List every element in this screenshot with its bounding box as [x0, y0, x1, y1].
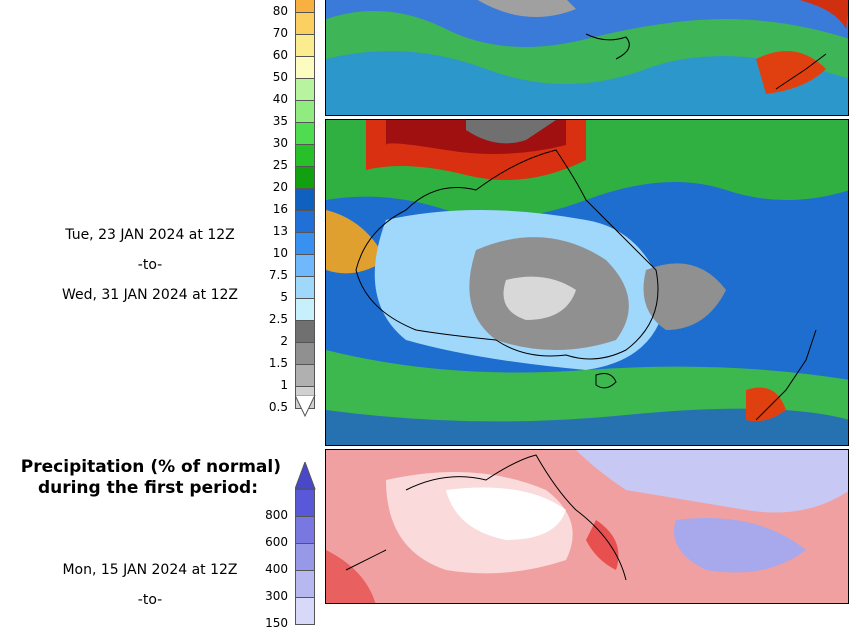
- precip-colorbar-tick-label: 1.5: [268, 356, 288, 370]
- percent-panel-title-line2: during the first period:: [37, 478, 258, 498]
- precip-colorbar-swatch: [295, 100, 315, 123]
- precip-colorbar-tick-label: 70: [272, 26, 288, 40]
- precip-colorbar-swatch: [295, 34, 315, 57]
- precip-colorbar-swatch: [295, 364, 315, 387]
- period-start-label: Tue, 23 JAN 2024 at 12Z: [65, 227, 235, 243]
- precip-colorbar-tick-label: 16: [272, 202, 288, 216]
- percent-period-start-label: Mon, 15 JAN 2024 at 12Z: [62, 562, 238, 578]
- precip-colorbar-tick-label: 0.5: [268, 400, 288, 414]
- precip-map: [325, 119, 849, 446]
- precip-colorbar-swatch: [295, 166, 315, 189]
- percent-colorbar-swatch: [295, 489, 315, 517]
- precip-colorbar-tick-label: 80: [272, 4, 288, 18]
- precip-colorbar: [295, 0, 315, 409]
- precip-colorbar-swatch: [295, 144, 315, 167]
- percent-colorbar: [295, 489, 315, 625]
- precip-colorbar-swatch: [295, 298, 315, 321]
- percent-map: [325, 449, 849, 604]
- precip-colorbar-tick-label: 2: [280, 334, 288, 348]
- precip-colorbar-tick-label: 2.5: [268, 312, 288, 326]
- period-end-label: Wed, 31 JAN 2024 at 12Z: [61, 287, 239, 303]
- percent-panel-title-line1: Precipitation (% of normal): [20, 457, 281, 477]
- colorbar-upper-arrow: [295, 462, 316, 490]
- percent-period-to-label: -to-: [137, 592, 163, 608]
- precip-colorbar-tick-label: 35: [272, 114, 288, 128]
- precip-colorbar-tick-label: 20: [272, 180, 288, 194]
- precip-colorbar-tick-label: 7.5: [268, 268, 288, 282]
- precip-colorbar-swatch: [295, 320, 315, 343]
- percent-colorbar-tick-label: 400: [265, 562, 288, 576]
- precip-colorbar-swatch: [295, 78, 315, 101]
- precip-colorbar-tick-label: 1: [280, 378, 288, 392]
- percent-colorbar-tick-label: 800: [265, 508, 288, 522]
- precip-colorbar-swatch: [295, 12, 315, 35]
- precip-colorbar-tick-label: 13: [272, 224, 288, 238]
- precip-colorbar-tick-label: 40: [272, 92, 288, 106]
- precip-colorbar-tick-label: 50: [272, 70, 288, 84]
- precip-colorbar-swatch: [295, 342, 315, 365]
- percent-colorbar-swatch: [295, 543, 315, 571]
- percent-colorbar-tick-label: 150: [265, 616, 288, 630]
- precip-colorbar-swatch: [295, 232, 315, 255]
- precip-colorbar-tick-label: 25: [272, 158, 288, 172]
- precip-colorbar-tick-label: 5: [280, 290, 288, 304]
- percent-colorbar-tick-label: 300: [265, 589, 288, 603]
- precip-colorbar-tick-label: 60: [272, 48, 288, 62]
- precip-map-top: [325, 0, 849, 116]
- percent-colorbar-swatch: [295, 516, 315, 544]
- percent-colorbar-swatch: [295, 570, 315, 598]
- precip-colorbar-tick-label: 10: [272, 246, 288, 260]
- colorbar-lower-arrow: [295, 395, 316, 417]
- percent-colorbar-tick-label: 600: [265, 535, 288, 549]
- precip-colorbar-swatch: [295, 188, 315, 211]
- precip-colorbar-swatch: [295, 56, 315, 79]
- precip-colorbar-swatch: [295, 254, 315, 277]
- period-to-label: -to-: [137, 257, 163, 273]
- precip-colorbar-tick-label: 30: [272, 136, 288, 150]
- precip-colorbar-swatch: [295, 210, 315, 233]
- percent-colorbar-swatch: [295, 597, 315, 625]
- precip-colorbar-swatch: [295, 122, 315, 145]
- precip-colorbar-swatch: [295, 276, 315, 299]
